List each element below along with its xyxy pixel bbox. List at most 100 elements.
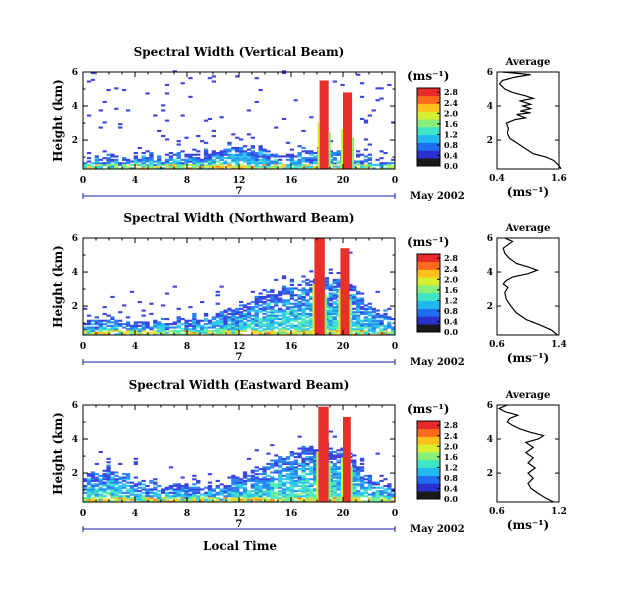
- heatmap-cell: [262, 150, 267, 153]
- x-tick-label: 0: [392, 176, 398, 186]
- heatmap-cell: [207, 500, 213, 503]
- heatmap-cell: [309, 456, 314, 459]
- heatmap-cell: [262, 153, 267, 156]
- heatmap-cell: [235, 333, 240, 336]
- heatmap-cell: [98, 319, 103, 322]
- heatmap-cell: [129, 486, 135, 489]
- heatmap-cell: [359, 495, 365, 498]
- heatmap-cell: [258, 478, 263, 481]
- heatmap-cell: [118, 476, 123, 479]
- heatmap-cell: [285, 468, 291, 471]
- heatmap-cell: [254, 312, 259, 315]
- heatmap-cell: [94, 462, 99, 465]
- heatmap-cell: [356, 163, 361, 166]
- heatmap-cell: [293, 471, 298, 474]
- heatmap-cell: [98, 333, 103, 336]
- heatmap-cell: [289, 490, 294, 493]
- heatmap-cell: [324, 283, 330, 286]
- heatmap-cell: [133, 457, 138, 460]
- heatmap-cell: [114, 488, 119, 491]
- heatmap-cell: [168, 163, 174, 166]
- heatmap-cell: [239, 155, 244, 158]
- heatmap-cell: [200, 500, 205, 503]
- heatmap-cell: [336, 454, 341, 457]
- heatmap-cell: [375, 324, 380, 327]
- heatmap-cell: [367, 165, 372, 168]
- heatmap-cell: [246, 167, 252, 170]
- heatmap-cell: [324, 301, 330, 304]
- heatmap-cell: [258, 491, 263, 494]
- heatmap-cell: [219, 498, 224, 501]
- heatmap-cell: [141, 152, 146, 155]
- heatmap-cell: [262, 490, 267, 493]
- heatmap-cell: [332, 326, 337, 329]
- colorbar-segment: [417, 483, 440, 492]
- heatmap-cell: [254, 466, 259, 469]
- heatmap-cell: [98, 162, 103, 165]
- heatmap-cell: [367, 323, 372, 326]
- heatmap-cell: [301, 450, 306, 453]
- heatmap-cell: [83, 488, 88, 491]
- heatmap-cell: [254, 297, 259, 300]
- heatmap-cell: [133, 495, 138, 498]
- x-tick-label: 0: [392, 342, 398, 352]
- heatmap-cell: [359, 117, 365, 120]
- heatmap-cell: [153, 319, 158, 322]
- heatmap-cell: [301, 474, 306, 477]
- heatmap-cell: [188, 155, 193, 158]
- heatmap-cell: [258, 495, 263, 498]
- heatmap-cell: [83, 165, 88, 168]
- heatmap-cell: [301, 485, 306, 488]
- heatmap-cell: [281, 304, 287, 307]
- heatmap-cell: [118, 311, 123, 314]
- heatmap-cell: [297, 304, 302, 307]
- heatmap-cell: [278, 479, 283, 482]
- heatmap-cell: [83, 485, 88, 488]
- heatmap-cell: [293, 473, 298, 476]
- heatmap-cell: [266, 319, 271, 322]
- streak-fringe: [328, 132, 331, 169]
- heatmap-cell: [313, 498, 318, 501]
- heatmap-cell: [141, 491, 146, 494]
- heatmap-cell: [239, 326, 244, 329]
- heatmap-cell: [266, 479, 271, 482]
- heatmap-cell: [180, 165, 185, 168]
- heatmap-cell: [336, 452, 341, 455]
- heatmap-cell: [309, 306, 314, 309]
- heatmap-cell: [242, 158, 248, 161]
- heatmap-cell: [387, 326, 392, 329]
- heatmap-cell: [176, 140, 181, 143]
- heatmap-cell: [379, 314, 384, 317]
- heatmap-cell: [379, 324, 384, 327]
- heatmap-cell: [297, 496, 302, 499]
- heatmap-cell: [266, 160, 271, 163]
- heatmap-cell: [289, 324, 294, 327]
- heatmap-cell: [110, 478, 115, 481]
- heatmap-cell: [258, 496, 263, 499]
- heatmap-cell: [110, 479, 115, 482]
- heatmap-cell: [266, 311, 271, 314]
- heatmap-cell: [367, 496, 372, 499]
- heatmap-cell: [250, 478, 255, 481]
- heatmap-cell: [122, 495, 127, 498]
- heatmap-cell: [211, 129, 216, 132]
- heatmap-cell: [231, 326, 236, 329]
- heatmap-cell: [242, 309, 248, 312]
- heatmap-cell: [133, 483, 138, 486]
- heatmap-cell: [285, 476, 291, 479]
- heatmap-cell: [122, 486, 127, 489]
- heatmap-cell: [83, 167, 88, 170]
- heatmap-cell: [86, 328, 92, 331]
- heatmap-cell: [375, 314, 380, 317]
- heatmap-cell: [387, 485, 392, 488]
- heatmap-cell: [242, 481, 248, 484]
- heatmap-cell: [196, 479, 201, 482]
- heatmap-cell: [254, 155, 259, 158]
- heatmap-cell: [367, 114, 372, 117]
- heatmap-cell: [301, 459, 306, 462]
- colorbar-tick-label: 0.8: [444, 473, 458, 483]
- heatmap-cell: [274, 486, 279, 489]
- heatmap-cell: [235, 321, 240, 324]
- heatmap-cell: [379, 157, 384, 160]
